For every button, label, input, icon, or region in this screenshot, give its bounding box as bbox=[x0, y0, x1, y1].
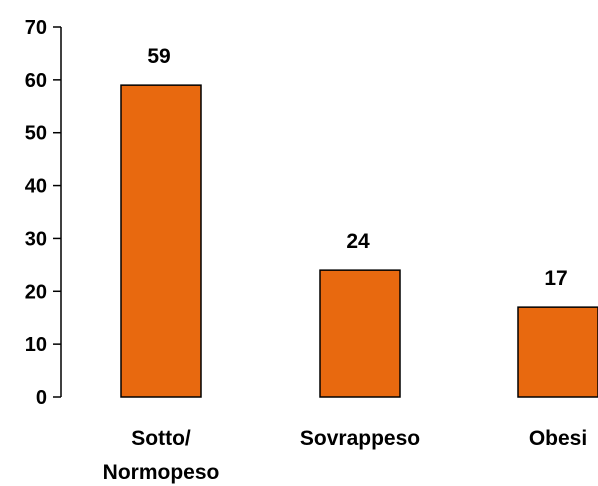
y-tick-label: 10 bbox=[25, 334, 47, 356]
category-label: Sovrappeso bbox=[300, 427, 420, 450]
y-tick-label: 50 bbox=[25, 123, 47, 145]
y-tick-label: 60 bbox=[25, 70, 47, 92]
bar bbox=[319, 269, 401, 398]
bars bbox=[120, 84, 598, 398]
category-label: Obesi bbox=[529, 427, 587, 450]
y-tick-label: 70 bbox=[25, 17, 47, 39]
data-label: 59 bbox=[147, 45, 170, 68]
bar bbox=[120, 84, 202, 398]
axes: 0 10 20 30 40 50 60 70 bbox=[25, 17, 62, 409]
y-tick-label: 30 bbox=[25, 228, 47, 250]
bar bbox=[517, 306, 598, 398]
category-label: Normopeso bbox=[103, 461, 220, 484]
y-tick-label: 0 bbox=[36, 387, 47, 409]
labels: 59 Sotto/Normopeso 24 Sovrappeso 17 Obesi bbox=[103, 45, 588, 484]
category-label: Sotto/ bbox=[131, 427, 191, 450]
y-tick-label: 20 bbox=[25, 281, 47, 303]
y-tick-label: 40 bbox=[25, 176, 47, 198]
data-label: 17 bbox=[544, 267, 567, 290]
data-label: 24 bbox=[346, 230, 370, 253]
